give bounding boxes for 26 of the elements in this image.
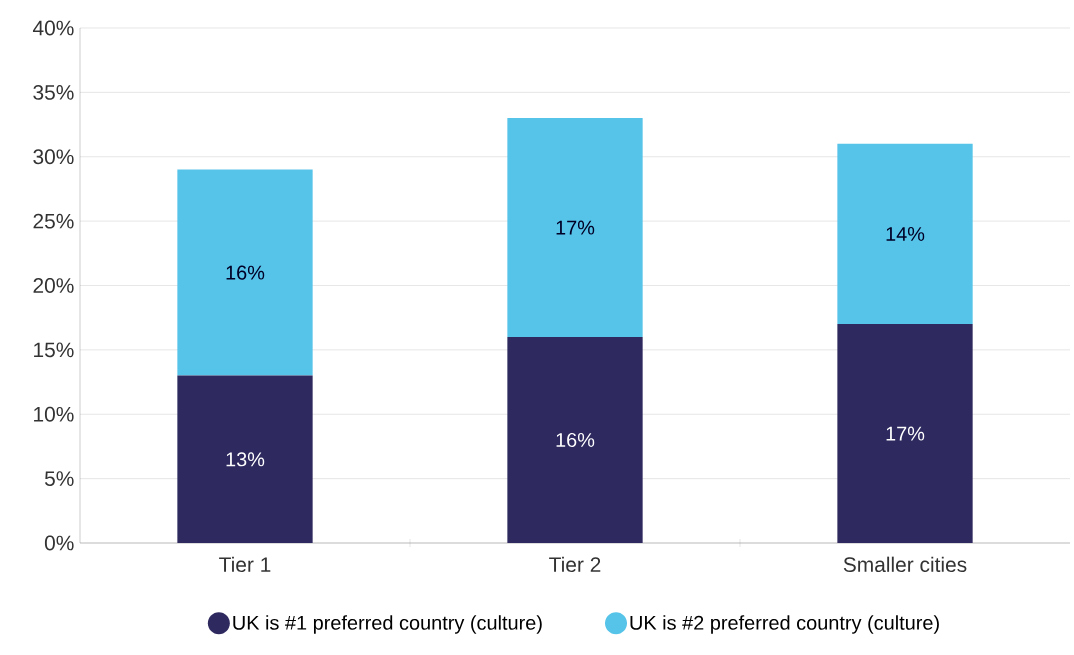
bar: [177, 169, 313, 376]
y-tick-label: 30%: [33, 149, 74, 165]
legend-label: UK is #2 preferred country (culture): [630, 615, 939, 634]
y-tick-label: 15%: [34, 342, 74, 358]
y-tick-label: 5%: [44, 471, 74, 486]
data-label: 16%: [226, 265, 265, 280]
bar: [837, 324, 973, 543]
data-label: 17%: [556, 220, 595, 235]
x-tick-label: Tier 1: [219, 556, 271, 573]
y-tick-label: 0%: [44, 535, 74, 551]
bar: [837, 143, 973, 325]
data-label: 13%: [226, 452, 265, 467]
data-label: 14%: [886, 227, 925, 241]
y-tick-label: 20%: [33, 278, 74, 293]
data-label: 17%: [886, 426, 925, 441]
y-tick-label: 25%: [33, 213, 74, 229]
legend-label: UK is #1 preferred country (culture): [233, 615, 542, 634]
x-tick-label: Tier 2: [549, 556, 601, 573]
bar: [507, 118, 643, 337]
bar: [177, 375, 313, 543]
data-label: 16%: [556, 432, 595, 448]
x-tick-label: Smaller cities: [843, 556, 967, 573]
y-tick-label: 10%: [34, 406, 74, 422]
y-tick-label: 35%: [33, 84, 74, 100]
bar: [507, 337, 643, 543]
y-tick-label: 40%: [32, 20, 74, 36]
